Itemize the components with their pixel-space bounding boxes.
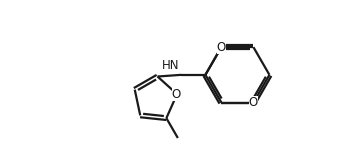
- Text: O: O: [249, 96, 258, 109]
- Text: O: O: [217, 41, 226, 54]
- Text: O: O: [172, 88, 181, 101]
- Text: HN: HN: [162, 59, 180, 72]
